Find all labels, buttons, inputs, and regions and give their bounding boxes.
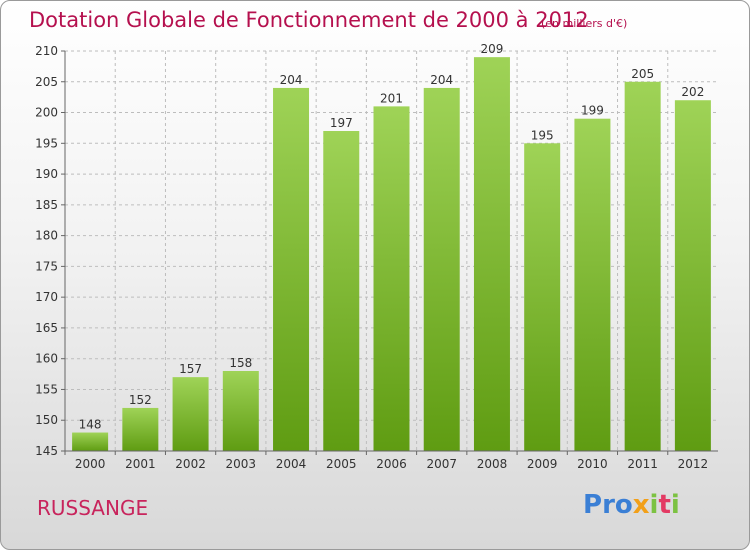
chart-subtitle: (en milliers d'€) xyxy=(541,17,628,30)
commune-name: RUSSANGE xyxy=(37,496,149,520)
bar xyxy=(574,118,611,451)
data-label: 197 xyxy=(330,116,353,130)
bar xyxy=(524,143,561,452)
x-tick-label: 2011 xyxy=(627,457,658,471)
y-tick-label: 180 xyxy=(35,229,58,243)
chart-title: Dotation Globale de Fonctionnement de 20… xyxy=(29,8,589,32)
bar xyxy=(323,131,360,451)
bar xyxy=(674,100,711,451)
y-tick-label: 205 xyxy=(35,75,58,89)
data-labels: 148 152 157 158 204 197 201 204 209 195 199 205 202 xyxy=(79,42,705,431)
x-tick-label: 2006 xyxy=(376,457,407,471)
data-label: 202 xyxy=(681,85,704,99)
logo-letter: x xyxy=(632,490,650,520)
data-label: 205 xyxy=(631,67,654,81)
bar xyxy=(624,81,661,452)
y-tick-label: 190 xyxy=(35,167,58,181)
y-tick-label: 155 xyxy=(35,382,58,396)
data-label: 195 xyxy=(531,128,554,142)
y-tick-label: 200 xyxy=(35,106,58,120)
y-tick-label: 160 xyxy=(35,352,58,366)
bar xyxy=(423,87,460,451)
logo-letter: i xyxy=(649,490,659,520)
y-tick-label: 145 xyxy=(35,444,58,458)
axes: 145 150 155 160 165 170 175 180 185 190 195 200 205 2… xyxy=(35,44,718,471)
data-label: 204 xyxy=(430,73,453,87)
data-label: 209 xyxy=(481,42,504,56)
y-tick-label: 185 xyxy=(35,198,58,212)
y-tick-label: 165 xyxy=(35,321,58,335)
logo-letter: r xyxy=(602,490,615,520)
bar xyxy=(72,432,109,451)
logo-letter: i xyxy=(670,490,680,520)
x-tick-label: 2012 xyxy=(678,457,709,471)
bar xyxy=(172,377,209,451)
bars xyxy=(72,57,711,452)
data-label: 148 xyxy=(79,418,102,432)
bar xyxy=(473,57,510,452)
data-label: 152 xyxy=(129,393,152,407)
logo-letter: o xyxy=(614,490,633,520)
x-tick-label: 2000 xyxy=(75,457,106,471)
x-tick-label: 2005 xyxy=(326,457,357,471)
proxiti-logo[interactable]: Proxiti xyxy=(583,490,680,520)
data-label: 201 xyxy=(380,91,403,105)
logo-letter: P xyxy=(583,490,603,520)
data-label: 158 xyxy=(229,356,252,370)
bar xyxy=(273,87,310,451)
x-tick-label: 2004 xyxy=(276,457,307,471)
bar xyxy=(373,106,410,451)
bar xyxy=(122,407,159,451)
x-tick-label: 2002 xyxy=(175,457,206,471)
data-label: 204 xyxy=(280,73,303,87)
x-tick-label: 2010 xyxy=(577,457,608,471)
x-tick-label: 2007 xyxy=(426,457,457,471)
x-tick-label: 2003 xyxy=(226,457,257,471)
x-tick-label: 2009 xyxy=(527,457,558,471)
data-label: 199 xyxy=(581,104,604,118)
y-tick-label: 210 xyxy=(35,44,58,58)
y-tick-label: 150 xyxy=(35,413,58,427)
x-tick-label: 2001 xyxy=(125,457,156,471)
y-tick-label: 170 xyxy=(35,290,58,304)
x-tick-label: 2008 xyxy=(477,457,508,471)
data-label: 157 xyxy=(179,362,202,376)
y-tick-label: 195 xyxy=(35,136,58,150)
y-tick-label: 175 xyxy=(35,259,58,273)
logo-letter: t xyxy=(658,490,671,520)
bar xyxy=(222,371,259,451)
